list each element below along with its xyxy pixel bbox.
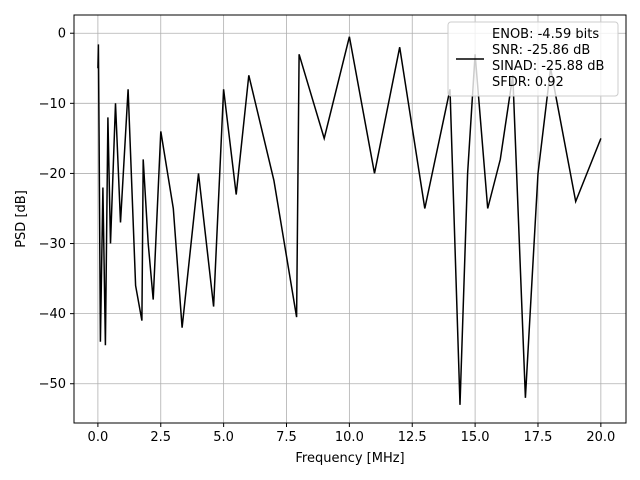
x-tick-label: 2.5 — [150, 430, 171, 445]
psd-series-line — [97, 36, 602, 405]
y-tick-label: −40 — [39, 307, 66, 322]
legend-sfdr: SFDR: 0.92 — [492, 75, 564, 90]
x-axis-ticks: 0.0 2.5 5.0 7.5 10.0 12.5 15.0 17.5 20.0 — [88, 423, 615, 445]
y-tick-label: 0 — [58, 27, 66, 42]
x-tick-label: 17.5 — [524, 430, 553, 445]
legend: ENOB: -4.59 bits SNR: -25.86 dB SINAD: -… — [447, 21, 619, 97]
series-layer — [97, 36, 602, 405]
legend-box — [447, 21, 619, 97]
x-axis-label: Frequency [MHz] — [295, 451, 404, 466]
plot-frame — [73, 14, 627, 424]
x-tick-label: 7.5 — [276, 430, 297, 445]
y-axis-label: PSD [dB] — [14, 190, 29, 248]
x-tick-label: 12.5 — [398, 430, 427, 445]
legend-sinad: SINAD: -25.88 dB — [492, 59, 604, 74]
legend-snr: SNR: -25.86 dB — [492, 43, 590, 58]
x-tick-label: 5.0 — [213, 430, 234, 445]
x-tick-label: 10.0 — [335, 430, 364, 445]
x-tick-label: 15.0 — [461, 430, 490, 445]
y-tick-label: −20 — [39, 167, 66, 182]
y-tick-label: −10 — [39, 97, 66, 112]
y-axis-ticks: 0 −10 −20 −30 −40 −50 — [39, 27, 74, 392]
y-tick-label: −30 — [39, 237, 66, 252]
x-tick-label: 0.0 — [88, 430, 109, 445]
x-tick-label: 20.0 — [586, 430, 615, 445]
legend-enob: ENOB: -4.59 bits — [492, 27, 599, 42]
y-tick-label: −50 — [39, 377, 66, 392]
